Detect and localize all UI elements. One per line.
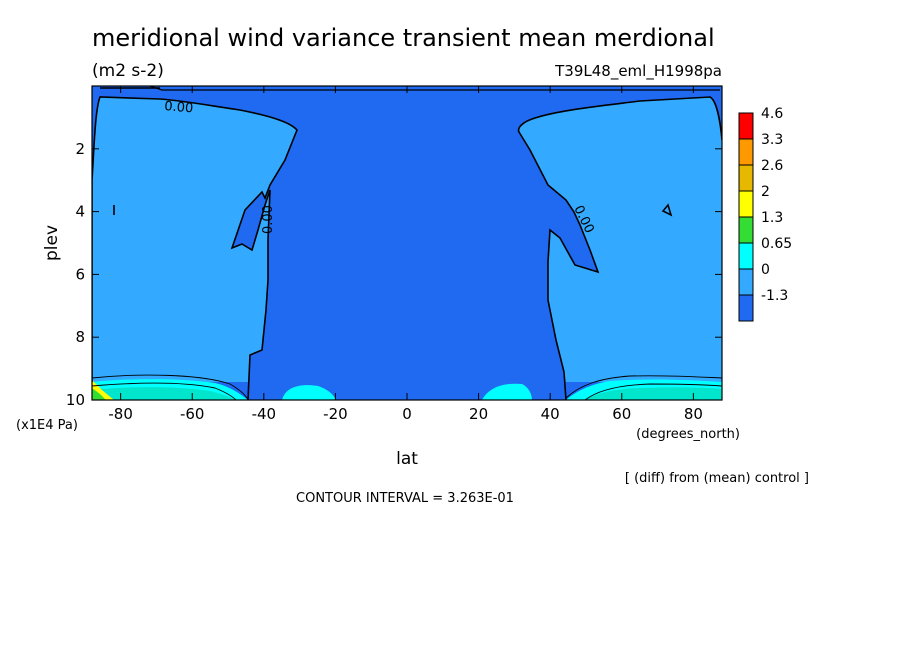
units-label: (m2 s-2) bbox=[92, 61, 164, 81]
colorbar-swatch bbox=[738, 138, 754, 166]
bottom-center-left-band bbox=[282, 385, 336, 400]
x-tick-label: -40 bbox=[252, 405, 277, 423]
y-tick-label: 6 bbox=[75, 265, 85, 283]
bottom-left-band-2 bbox=[92, 387, 236, 400]
bottom-left-thin-contour-2 bbox=[92, 382, 237, 400]
x-axis-label: lat bbox=[396, 449, 418, 469]
colorbar-label: 2.6 bbox=[761, 158, 783, 174]
colorbar: 4.6 3.3 2.6 2 1.3 0.65 0 -1.3 bbox=[738, 106, 792, 322]
right-positive-region bbox=[518, 97, 722, 382]
colorbar-label: 0 bbox=[761, 262, 770, 278]
bottom-center-right-band bbox=[482, 383, 532, 400]
bottom-right-thin-contour-2 bbox=[584, 383, 722, 400]
colorbar-label: 2 bbox=[761, 184, 770, 200]
colorbar-swatch bbox=[738, 190, 754, 218]
colorbar-label: 0.65 bbox=[761, 236, 792, 252]
contour-label-left: 0.00 bbox=[261, 205, 276, 234]
x-axis: -80 -60 -40 -20 0 20 40 60 80 bbox=[108, 86, 703, 423]
x-tick-label: -80 bbox=[108, 405, 133, 423]
x-tick-label: 40 bbox=[541, 405, 560, 423]
bottom-right-band-2 bbox=[585, 387, 722, 400]
colorbar-swatch bbox=[738, 112, 754, 140]
colorbar-swatch bbox=[738, 294, 754, 322]
x-axis-units: (degrees_north) bbox=[636, 427, 740, 442]
colorbar-label: 3.3 bbox=[761, 132, 783, 148]
bottom-right-thin-contour bbox=[565, 375, 722, 399]
right-small-contour bbox=[661, 203, 673, 217]
y-axis-units: (x1E4 Pa) bbox=[16, 418, 78, 433]
colorbar-label: 1.3 bbox=[761, 210, 783, 226]
colorbar-swatch bbox=[738, 216, 754, 244]
y-tick-label: 2 bbox=[75, 140, 85, 158]
bottom-left-thin-contour bbox=[92, 374, 249, 400]
x-tick-label: -60 bbox=[180, 405, 205, 423]
y-tick-label: 10 bbox=[66, 391, 85, 409]
colorbar-label: -1.3 bbox=[761, 288, 788, 304]
colorbar-swatch bbox=[738, 242, 754, 270]
y-tick-label: 8 bbox=[75, 328, 85, 346]
corner-green bbox=[92, 388, 106, 400]
y-axis: 2 4 6 8 10 bbox=[66, 140, 722, 409]
top-edge-dark bbox=[149, 86, 720, 91]
y-axis-label: plev bbox=[42, 225, 62, 261]
y-tick-label: 4 bbox=[75, 203, 85, 221]
x-tick-label: 0 bbox=[402, 405, 412, 423]
run-label: T39L48_eml_H1998pa bbox=[554, 62, 722, 81]
colorbar-swatch bbox=[738, 164, 754, 192]
right-contour-line bbox=[517, 96, 722, 400]
colorbar-swatch bbox=[738, 268, 754, 296]
x-tick-label: 80 bbox=[684, 405, 703, 423]
colorbar-label: 4.6 bbox=[761, 106, 783, 122]
diff-note: [ (diff) from (mean) control ] bbox=[625, 471, 809, 486]
left-contour-line bbox=[92, 96, 298, 400]
contour-label-top: 0.00 bbox=[164, 99, 194, 116]
x-tick-label: 60 bbox=[612, 405, 631, 423]
contour-interval: CONTOUR INTERVAL = 3.263E-01 bbox=[296, 491, 514, 506]
chart-title: meridional wind variance transient mean … bbox=[92, 24, 715, 52]
left-positive-region bbox=[92, 97, 297, 382]
plot-area: 0.00 0.00 0.00 bbox=[91, 85, 723, 401]
x-tick-label: -20 bbox=[323, 405, 348, 423]
x-tick-label: 20 bbox=[469, 405, 488, 423]
